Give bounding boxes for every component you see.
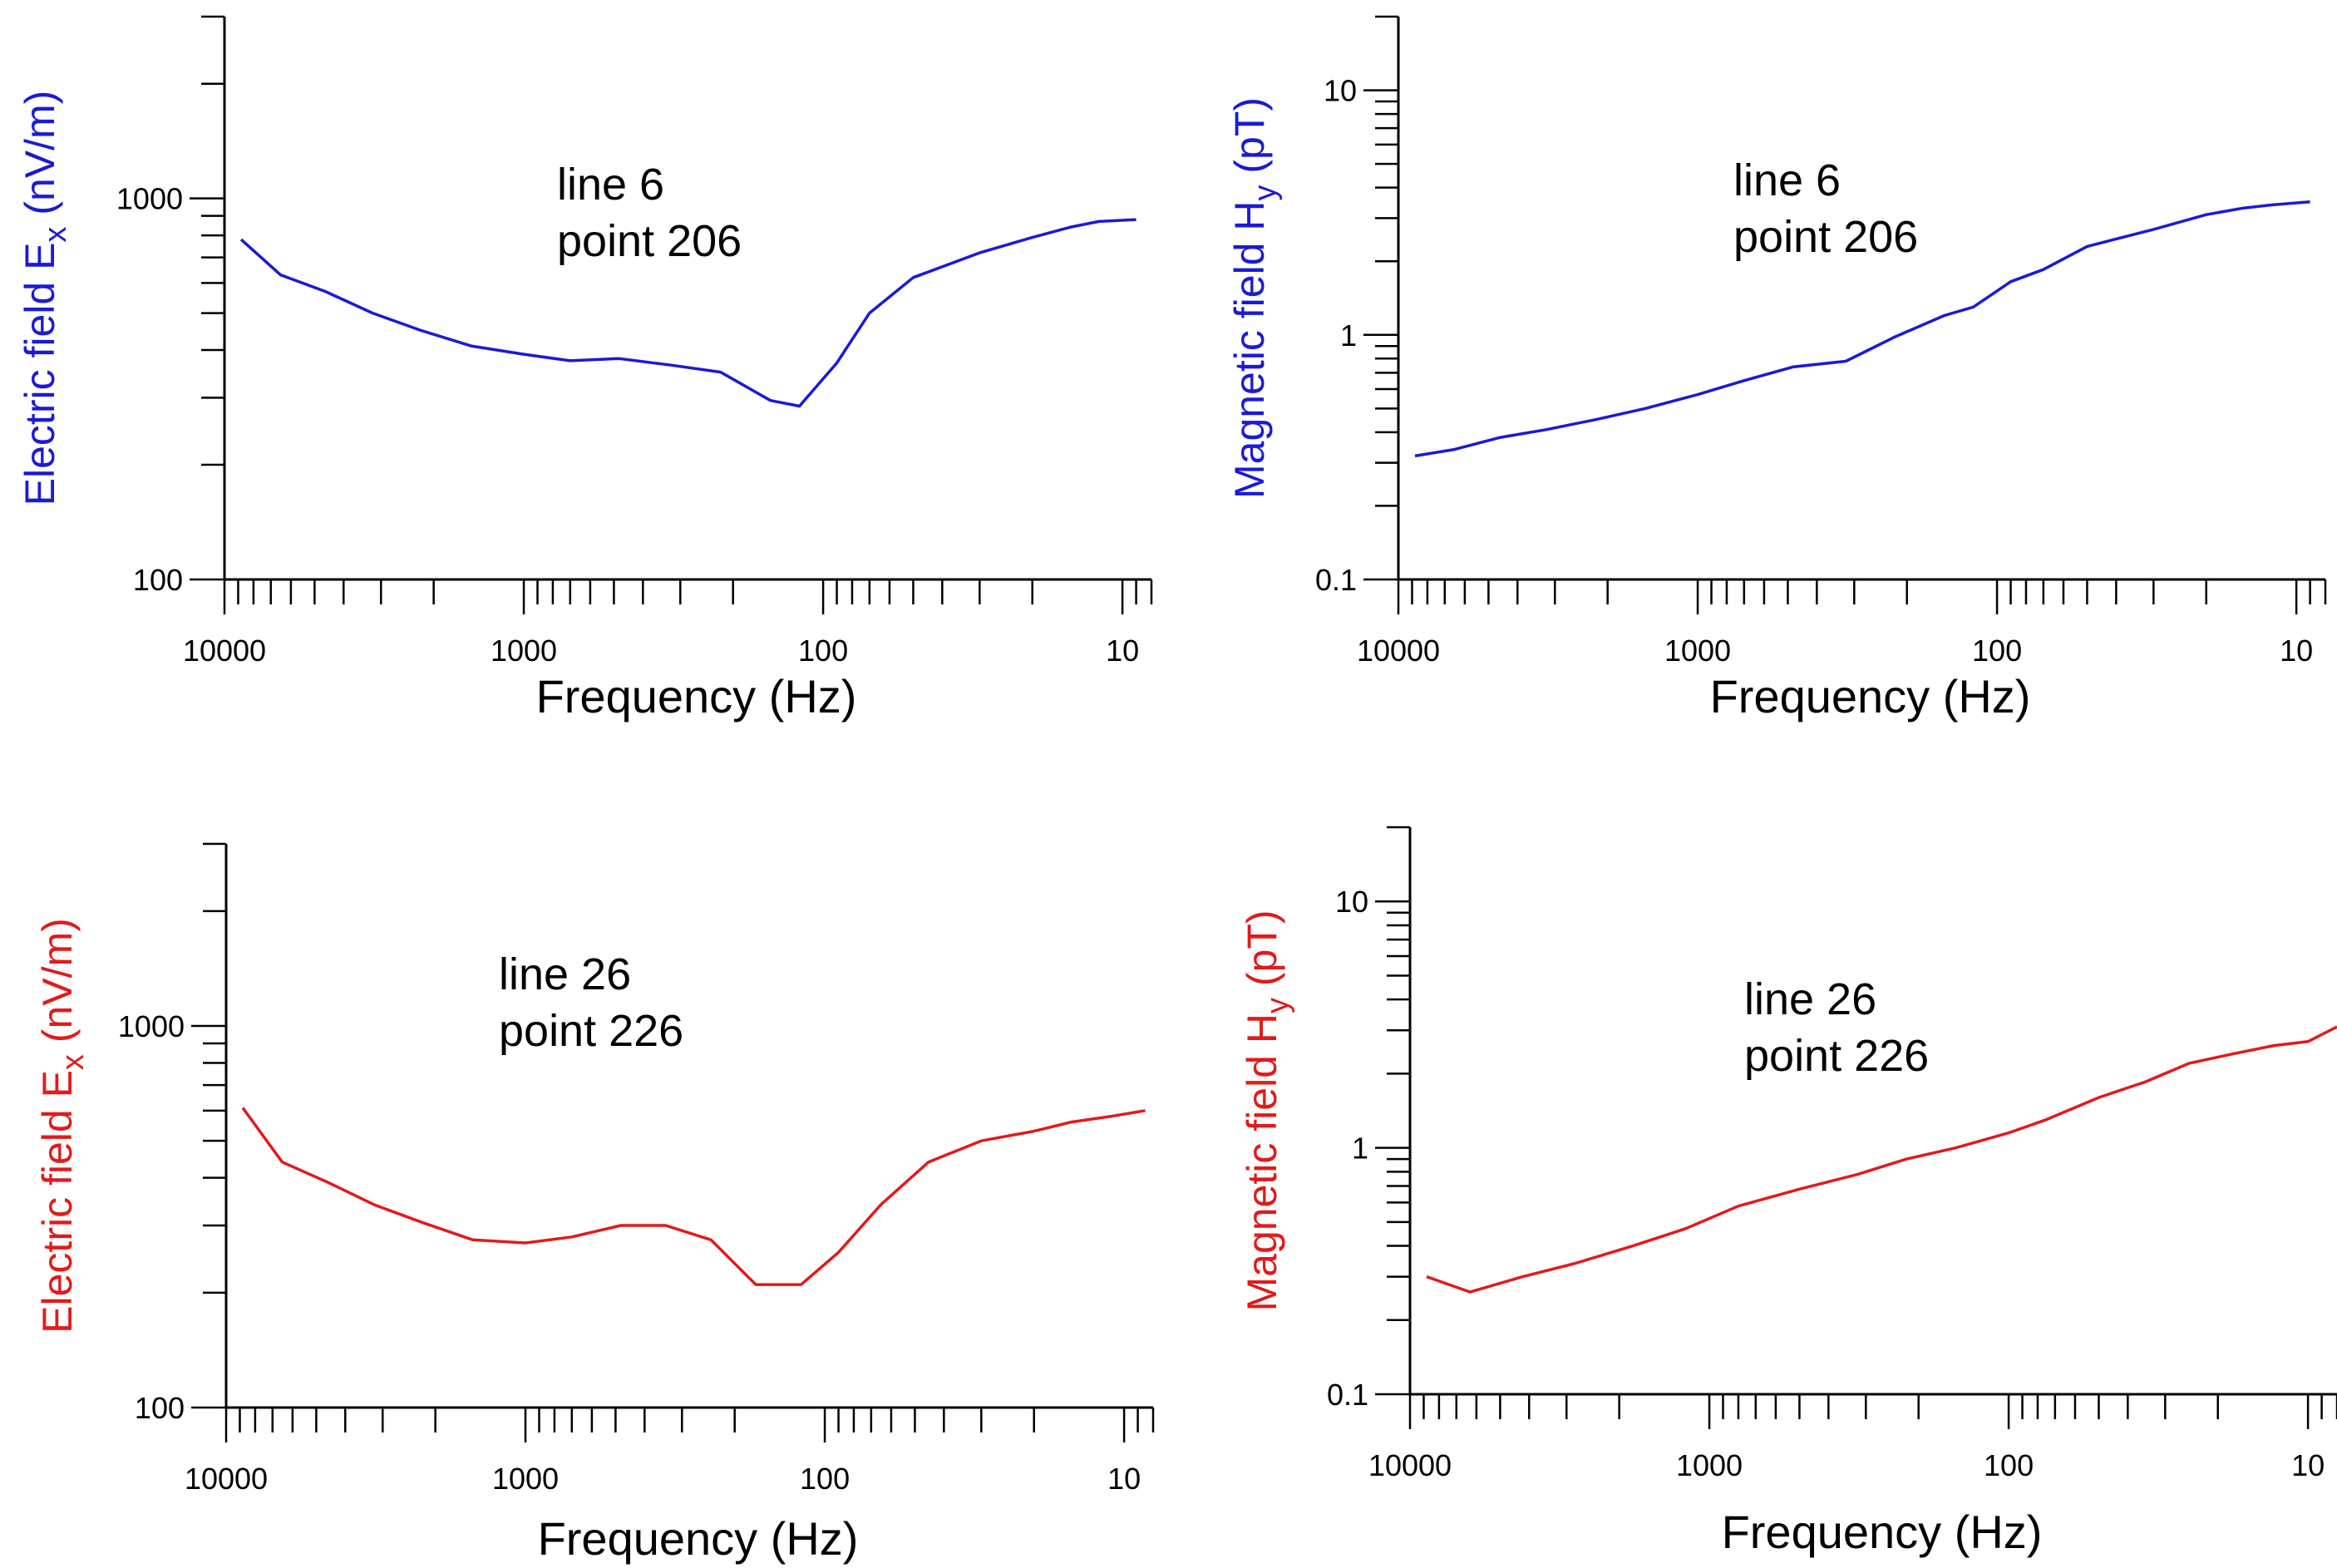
x-tick-label: 10 [1106, 634, 1139, 668]
y-tick-label: 1 [1340, 318, 1357, 353]
annotation-line: point 226 [499, 1006, 683, 1056]
y-axis-label: Magnetic field Hy (pT) [1239, 910, 1295, 1311]
y-label-subscript: y [1248, 185, 1283, 201]
annotation-line: point 226 [1744, 1031, 1929, 1081]
x-tick-label: 1000 [492, 1462, 559, 1496]
annotation-line: line 6 [1733, 155, 1841, 205]
y-label-unit: (pT) [1226, 97, 1273, 185]
y-axis-label: Electric field Ex (nV/m) [17, 91, 73, 506]
x-tick-label: 10 [1107, 1462, 1141, 1496]
x-tick-label: 10000 [1357, 634, 1440, 668]
x-axis-label: Frequency (Hz) [536, 670, 857, 722]
y-label-text: Electric field E [34, 1070, 81, 1334]
y-tick-label: 10 [1335, 885, 1368, 919]
y-tick-label: 100 [133, 563, 183, 597]
y-tick-label: 0.1 [1327, 1378, 1368, 1412]
x-tick-label: 100 [798, 634, 848, 668]
annotation-line: line 6 [557, 160, 664, 210]
y-label-text: Magnetic field H [1226, 201, 1273, 500]
y-tick-label: 1000 [118, 1009, 185, 1043]
y-tick-label: 100 [135, 1391, 185, 1425]
y-label-subscript: x [56, 1054, 91, 1070]
x-tick-label: 1000 [1676, 1448, 1743, 1482]
series-line-ex [241, 1107, 1146, 1286]
x-tick-label: 100 [800, 1462, 850, 1496]
y-axis-label: Electric field Ex (nV/m) [34, 918, 91, 1334]
series-line-hy [1426, 1025, 2337, 1294]
x-axis-label: Frequency (Hz) [1710, 670, 2031, 722]
x-tick-label: 1000 [1664, 634, 1731, 668]
y-label-unit: (nV/m) [17, 91, 63, 227]
y-tick-label: 1000 [116, 182, 183, 216]
annotation-line: point 206 [1733, 212, 1918, 262]
series-line-hy [1414, 200, 2310, 458]
x-tick-label: 10 [2291, 1448, 2325, 1482]
y-tick-label: 0.1 [1315, 563, 1357, 597]
series-line-ex [239, 218, 1136, 408]
y-label-subscript: y [1260, 998, 1295, 1013]
x-tick-label: 10000 [1368, 1448, 1452, 1482]
annotation-line: point 206 [557, 216, 742, 266]
y-label-subscript: x [38, 227, 73, 243]
panel-bottom-left: 10000 1000 100 10 100 1000 Frequency (Hz) Elect… [34, 842, 1155, 1565]
panel-bottom-right: 10000 1000 100 10 0.1 1 10 Frequency (Hz) Magnet… [1239, 826, 2337, 1558]
panel-top-right: 10000 1000 100 10 0.1 1 10 Frequency (Hz) Magnet… [1226, 15, 2327, 722]
y-label-unit: (pT) [1239, 910, 1285, 998]
y-tick-label: 10 [1324, 74, 1357, 108]
annotation-line: line 26 [499, 949, 631, 999]
y-axis-label: Magnetic field Hy (pT) [1226, 97, 1283, 499]
y-label-unit: (nV/m) [34, 918, 81, 1054]
x-tick-label: 10000 [183, 634, 266, 668]
y-label-text: Electric field E [17, 243, 63, 506]
x-tick-label: 10000 [185, 1462, 268, 1496]
y-label-text: Magnetic field H [1239, 1013, 1285, 1312]
x-tick-label: 10 [2280, 634, 2313, 668]
x-tick-label: 1000 [491, 634, 557, 668]
x-axis-label: Frequency (Hz) [1722, 1506, 2043, 1558]
x-tick-label: 100 [1972, 634, 2022, 668]
annotation-line: line 26 [1744, 974, 1876, 1024]
x-tick-label: 100 [1984, 1448, 2034, 1482]
y-tick-label: 1 [1352, 1132, 1368, 1166]
x-axis-label: Frequency (Hz) [538, 1512, 859, 1565]
